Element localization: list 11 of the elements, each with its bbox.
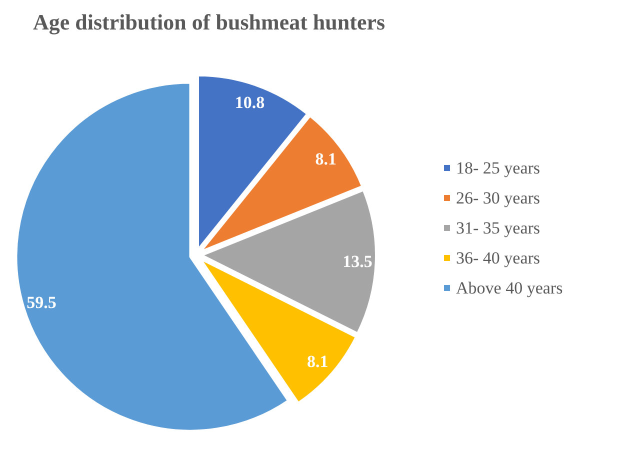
legend-label: 26- 30 years bbox=[456, 188, 540, 208]
data-label: 8.1 bbox=[315, 149, 336, 168]
data-label: 59.5 bbox=[26, 293, 56, 312]
legend-label: 31- 35 years bbox=[456, 218, 540, 238]
chart-title: Age distribution of bushmeat hunters bbox=[33, 10, 386, 34]
legend-label: Above 40 years bbox=[456, 278, 563, 298]
legend-label: 18- 25 years bbox=[456, 158, 540, 178]
data-label: 13.5 bbox=[342, 252, 372, 272]
data-label: 10.8 bbox=[234, 93, 265, 112]
legend-label: 36- 40 years bbox=[456, 248, 540, 268]
data-label: 8.1 bbox=[306, 352, 328, 372]
